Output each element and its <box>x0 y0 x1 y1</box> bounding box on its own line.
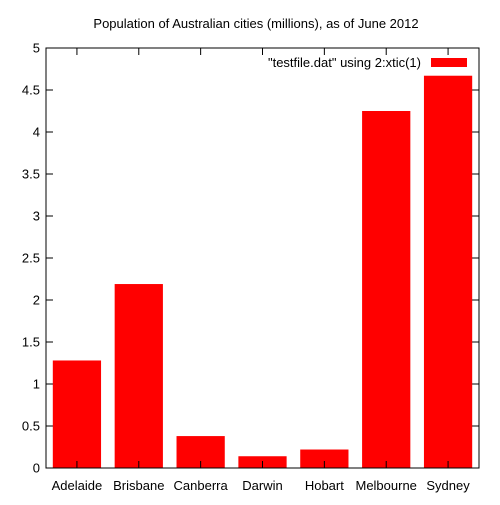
y-tick-label: 4.5 <box>22 83 40 98</box>
x-tick-label: Adelaide <box>52 478 103 493</box>
y-tick-label: 2 <box>33 293 40 308</box>
x-tick-label: Darwin <box>242 478 282 493</box>
x-tick-label: Melbourne <box>355 478 416 493</box>
x-axis-ticks: Adelaide Brisbane Canberra Darwin Hobart Melb… <box>52 48 470 493</box>
y-axis-ticks: 0 0.5 1 1.5 2 2.5 3 3.5 4 4.5 5 <box>22 41 479 476</box>
x-tick-label: Hobart <box>305 478 344 493</box>
x-tick-label: Canberra <box>174 478 229 493</box>
y-tick-label: 1 <box>33 377 40 392</box>
bar-melbourne <box>362 111 411 468</box>
plot-frame <box>45 47 480 469</box>
bars <box>52 75 473 468</box>
y-tick-label: 1.5 <box>22 335 40 350</box>
chart-title: Population of Australian cities (million… <box>93 16 418 31</box>
y-tick-label: 5 <box>33 41 40 56</box>
legend-swatch <box>431 58 467 67</box>
bar-brisbane <box>114 284 163 468</box>
y-tick-label: 3 <box>33 209 40 224</box>
y-tick-label: 3.5 <box>22 167 40 182</box>
x-tick-label: Sydney <box>426 478 470 493</box>
y-tick-label: 0 <box>33 461 40 476</box>
x-tick-label: Brisbane <box>113 478 164 493</box>
bar-sydney <box>423 75 473 468</box>
y-tick-label: 0.5 <box>22 419 40 434</box>
bar-adelaide <box>52 360 102 468</box>
legend: "testfile.dat" using 2:xtic(1) <box>268 55 467 70</box>
legend-label: "testfile.dat" using 2:xtic(1) <box>268 55 421 70</box>
bar-hobart <box>300 449 349 468</box>
y-tick-label: 4 <box>33 125 40 140</box>
y-tick-label: 2.5 <box>22 251 40 266</box>
